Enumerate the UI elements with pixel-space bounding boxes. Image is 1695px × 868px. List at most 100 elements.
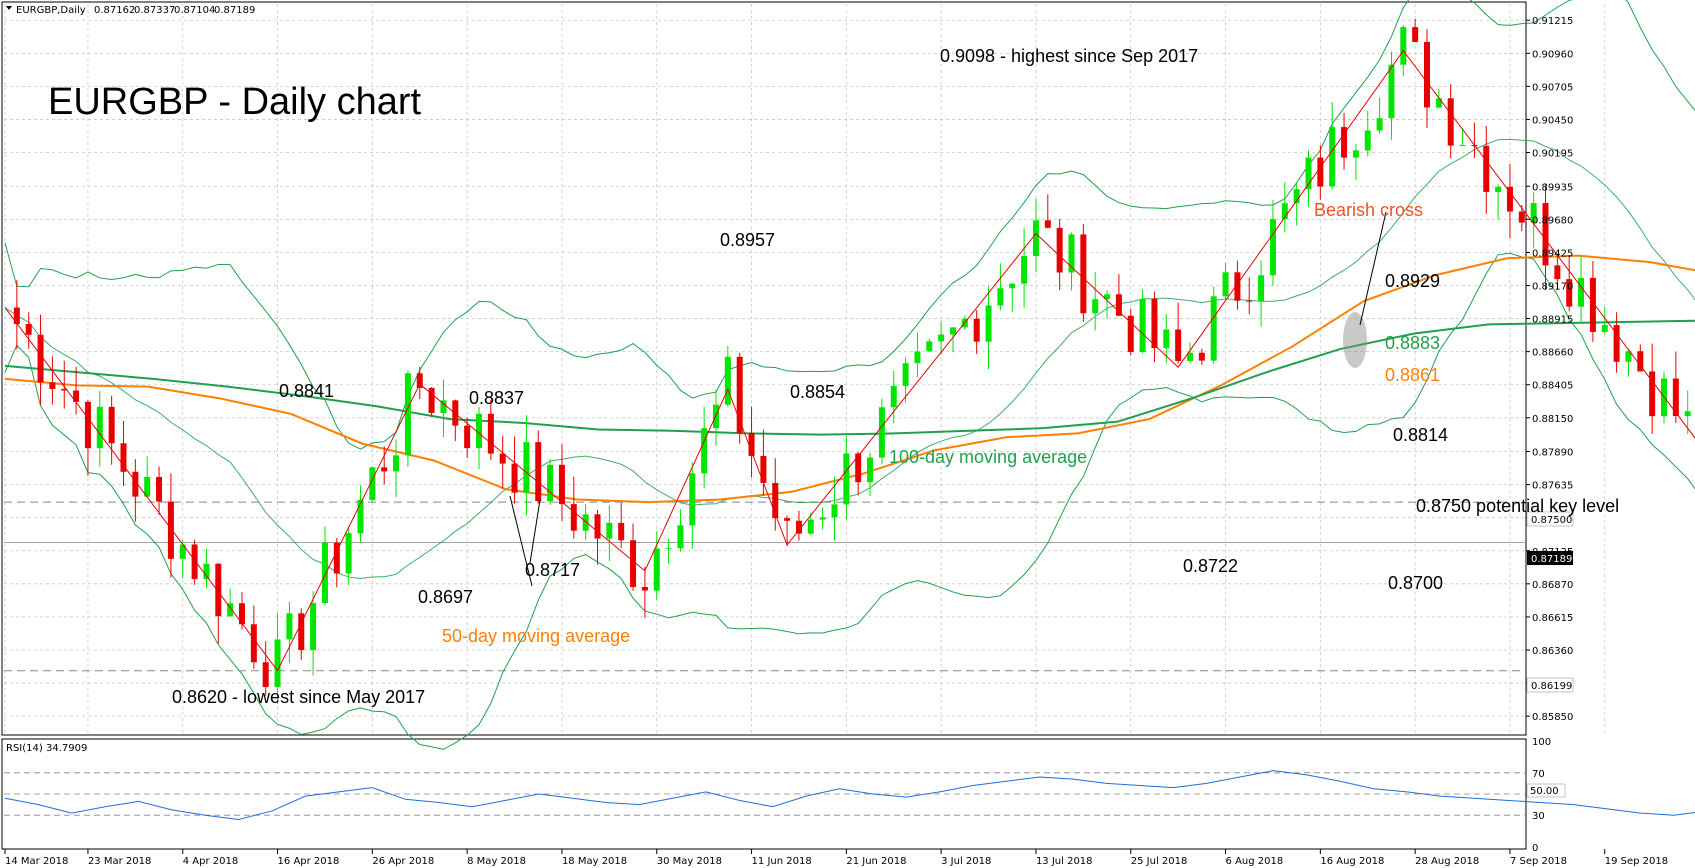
current-price-tag: 0.87189: [1527, 551, 1573, 565]
candle-body: [1649, 371, 1656, 417]
candle-body: [1068, 234, 1075, 273]
y-tick-label: 0.88405: [1532, 381, 1573, 392]
y-tick-label: 0.86360: [1532, 646, 1573, 657]
candle-body: [1376, 118, 1383, 131]
candle-body: [1424, 41, 1430, 108]
candle-body: [239, 603, 245, 625]
candle-body: [1329, 127, 1336, 187]
candle-body: [1246, 300, 1253, 302]
candle-body: [748, 432, 755, 456]
candle-body: [1352, 150, 1359, 158]
candle-body: [96, 406, 103, 449]
annotation-ma50: 50-day moving average: [442, 626, 630, 646]
annotation-low: 0.8620 - lowest since May 2017: [172, 687, 425, 707]
candle-body: [1080, 234, 1087, 314]
candle-body: [381, 467, 388, 472]
candle-body: [345, 533, 352, 574]
candle-body: [1032, 220, 1039, 257]
level-tag-8750-text: 0.87500: [1531, 515, 1572, 526]
candle-body: [1400, 27, 1407, 65]
rsi-50-tag: 50.00: [1526, 783, 1566, 798]
candle-body: [120, 443, 127, 472]
annotation-bearish-cross: Bearish cross: [1314, 200, 1423, 220]
candle-body: [1435, 98, 1442, 108]
candle-body: [1269, 219, 1276, 276]
candle-body: [997, 288, 1004, 306]
rsi-label: RSI(14) 34.7909: [6, 743, 87, 754]
candle-body: [985, 305, 992, 342]
y-tick-label: 0.87635: [1532, 481, 1573, 492]
candle-body: [570, 504, 577, 531]
ohlc-high: 0.87337: [134, 5, 175, 16]
candle-body: [950, 327, 956, 335]
candle-body: [1127, 315, 1134, 352]
candle-body: [831, 504, 838, 518]
y-tick-label: 0.85850: [1532, 712, 1573, 723]
candle-body: [547, 464, 554, 502]
candle-body: [807, 519, 814, 534]
rsi-y-tick-label: 70: [1532, 769, 1545, 780]
candle-body: [310, 603, 317, 651]
candle-body: [1092, 299, 1099, 314]
zigzag-lines: [4, 49, 1695, 672]
candle-body: [61, 388, 68, 391]
candle-body: [630, 540, 637, 587]
annotation-8700: 0.8700: [1388, 573, 1443, 593]
bearish-cross-pointer: [1359, 211, 1387, 326]
candle-body: [1281, 203, 1288, 220]
candle-body: [523, 442, 530, 493]
candle-body: [890, 385, 897, 408]
y-tick-label: 0.89935: [1532, 182, 1573, 193]
level-tag-8620-text: 0.86199: [1531, 681, 1572, 692]
candle-body: [274, 639, 281, 688]
candle-body: [665, 548, 672, 550]
rsi-line: [4, 770, 1695, 820]
candle-body: [1518, 211, 1525, 223]
y-tick-label: 0.90450: [1532, 115, 1573, 126]
candle-body: [1672, 378, 1679, 417]
y-tick-label: 0.89680: [1532, 215, 1573, 226]
candle-body: [464, 425, 471, 449]
candle-body: [1637, 351, 1644, 372]
ma50-pointer-a: [509, 495, 533, 587]
candle-body: [689, 473, 696, 526]
annotation-8722: 0.8722: [1183, 556, 1238, 576]
candle-body: [1198, 352, 1205, 361]
x-tick-label: 30 May 2018: [657, 856, 722, 867]
candle-body: [1684, 411, 1691, 417]
candle-body: [1589, 277, 1596, 332]
candle-body: [156, 476, 163, 502]
candle-body: [298, 613, 305, 651]
annotation-8957: 0.8957: [720, 230, 775, 250]
candle-body: [843, 453, 850, 505]
y-axis: 0.91215 0.90960 0.90705 0.90450 0.90195 0.899…: [1526, 16, 1573, 723]
candle-body: [1317, 157, 1324, 187]
candle-body: [1222, 272, 1229, 297]
candle-body: [1566, 279, 1573, 307]
chart-title: EURGBP - Daily chart: [48, 81, 422, 123]
candle-body: [1506, 186, 1513, 212]
candle-body: [784, 518, 791, 521]
candle-body: [333, 542, 340, 574]
annotation-8814: 0.8814: [1393, 425, 1448, 445]
rsi-y-axis: 100 70 30 0: [1532, 737, 1551, 854]
candle-body: [1459, 145, 1466, 147]
horizontal-levels: [4, 501, 1526, 672]
y-tick-label: 0.88150: [1532, 414, 1573, 425]
annotation-ma100: 100-day moving average: [889, 447, 1087, 467]
candle-body: [736, 356, 743, 433]
symbol-label: EURGBP,Daily: [16, 5, 86, 16]
candle-body: [926, 341, 933, 352]
candle-body: [1009, 283, 1016, 289]
y-tick-label: 0.88915: [1532, 315, 1573, 326]
candle-body: [606, 522, 613, 539]
candle-body: [1234, 272, 1241, 301]
candle-body: [250, 624, 257, 663]
candle-body: [416, 373, 423, 388]
y-tick-label: 0.88660: [1532, 348, 1573, 359]
candle-body: [25, 324, 32, 335]
ma100-line: [4, 319, 1695, 436]
ohlc-close: 0.87189: [214, 5, 255, 16]
candle-body: [203, 563, 210, 580]
